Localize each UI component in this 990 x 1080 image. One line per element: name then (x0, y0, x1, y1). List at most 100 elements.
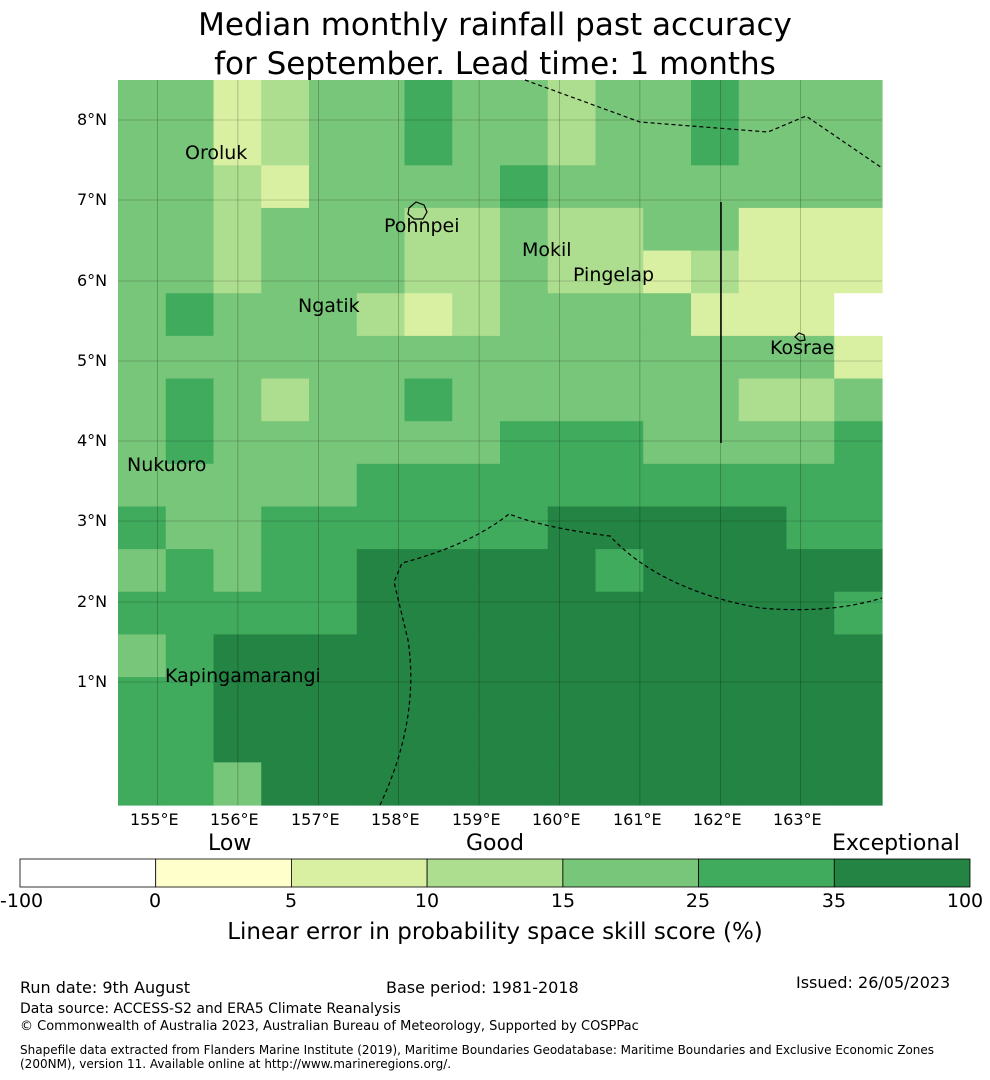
grid-cell (452, 762, 501, 806)
grid-cell (643, 165, 692, 209)
colorbar-tick: 10 (414, 890, 440, 912)
pohnpei-island-outline (407, 201, 428, 220)
grid-cell (786, 335, 835, 380)
grid-cell (643, 250, 692, 294)
grid-cell (309, 335, 358, 380)
grid-cell (309, 506, 358, 550)
grid-cell (547, 378, 597, 422)
grid-cell (261, 421, 310, 465)
grid-cell (404, 378, 453, 422)
grid-cell (786, 719, 835, 763)
grid-cell (404, 591, 453, 636)
grid-cell (500, 80, 549, 124)
grid-cell (595, 762, 644, 806)
grid-cell (356, 762, 406, 806)
grid-cell (691, 335, 740, 380)
grid-cell (309, 165, 358, 209)
grid-cell (595, 165, 644, 209)
colorbar-bin-4 (426, 858, 564, 888)
grid-cell (452, 250, 501, 294)
grid-cell (452, 122, 501, 166)
grid-cell (500, 207, 549, 252)
grid-cell (643, 634, 692, 678)
grid-cell (213, 591, 262, 636)
grid-cell (834, 677, 883, 721)
grid-cell (786, 122, 835, 166)
grid-cell (165, 719, 215, 763)
grid-cell (356, 207, 406, 252)
grid-cell (547, 250, 597, 294)
place-label: Pohnpei (384, 215, 460, 237)
grid-cell (213, 762, 262, 806)
grid-cell (356, 165, 406, 209)
grid-cell (309, 549, 358, 593)
grid-cell (595, 719, 644, 763)
grid-cell (547, 293, 597, 337)
grid-cell (643, 293, 692, 337)
grid-cell (213, 378, 262, 422)
grid-cell (691, 549, 740, 593)
colorbar-bin-3 (290, 858, 428, 888)
grid-cell (404, 549, 453, 593)
grid-cell (643, 122, 692, 166)
grid-cell (356, 122, 406, 166)
lat-label: 4°N (77, 431, 108, 450)
grid-cell (834, 335, 883, 380)
grid-cell (738, 122, 788, 166)
grid-cell (165, 549, 215, 593)
grid-cell (356, 549, 406, 593)
place-label: Kosrae (770, 337, 835, 359)
grid-cell (738, 591, 788, 636)
grid-cell (261, 463, 310, 508)
grid-cell (309, 634, 358, 678)
grid-cell (500, 165, 549, 209)
grid-cell (595, 463, 644, 508)
grid-cell (500, 677, 549, 721)
grid-cell (165, 378, 215, 422)
grid-cell (261, 549, 310, 593)
colorbar-tick: 15 (550, 890, 576, 912)
grid-cell (738, 506, 788, 550)
grid-cell (595, 250, 644, 294)
grid-cell (165, 463, 215, 508)
grid-cell (691, 719, 740, 763)
grid-cell (213, 506, 262, 550)
grid-cell (547, 80, 597, 124)
grid-cell (738, 207, 788, 252)
grid-cell (834, 80, 883, 124)
grid-cell (404, 165, 453, 209)
grid-cell (738, 463, 788, 508)
grid-cell (738, 80, 788, 124)
lon-label: 160°E (532, 810, 581, 829)
grid-cell (691, 463, 740, 508)
grid-cell (452, 165, 501, 209)
grid-cell (165, 165, 215, 209)
grid-cell (356, 591, 406, 636)
grid-cell (213, 549, 262, 593)
grid-cell (165, 591, 215, 636)
grid-cell (834, 250, 883, 294)
grid-cell (404, 335, 453, 380)
grid-cell (834, 165, 883, 209)
grid-cell (356, 506, 406, 550)
grid-cell (213, 335, 262, 380)
lat-label: 5°N (77, 351, 108, 370)
grid-cell (500, 122, 549, 166)
grid-cell (834, 549, 883, 593)
place-label: Oroluk (185, 142, 248, 164)
grid-cell (165, 677, 215, 721)
grid-cell (452, 677, 501, 721)
colorbar-tick: 0 (148, 890, 162, 912)
place-label: Kapingamarangi (165, 665, 321, 687)
grid-cell (165, 506, 215, 550)
lat-label: 2°N (77, 592, 108, 611)
grid-cell (452, 463, 501, 508)
grid-cell (547, 463, 597, 508)
grid-cell (738, 634, 788, 678)
grid-cell (165, 293, 215, 337)
grid-cell (356, 677, 406, 721)
place-label: Mokil (522, 239, 572, 261)
lon-label: 155°E (130, 810, 179, 829)
grid-cell (165, 122, 215, 166)
grid-cell (595, 293, 644, 337)
